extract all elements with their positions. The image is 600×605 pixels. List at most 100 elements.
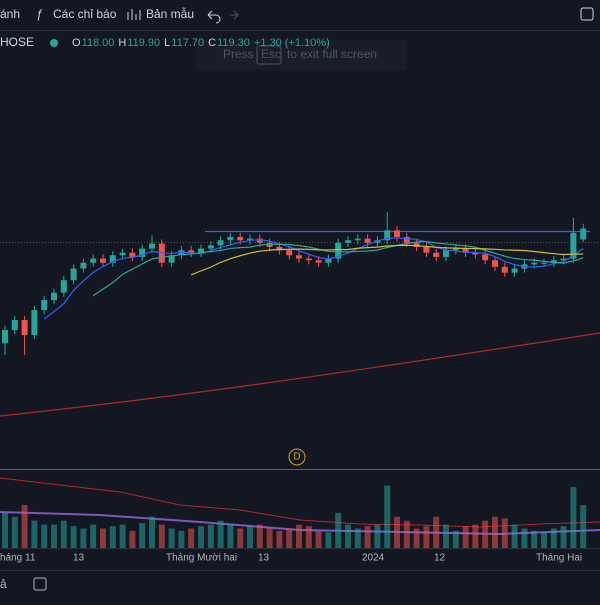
volume-bar	[178, 530, 185, 548]
moving-average	[190, 244, 584, 276]
volume-bar	[158, 524, 165, 548]
x-tick-label: Tháng Hai	[536, 553, 582, 564]
volume-bar	[345, 524, 351, 548]
toolbar-item[interactable]: Các chỉ báo	[53, 7, 117, 21]
candle-body	[41, 300, 48, 311]
candle-body	[80, 262, 87, 269]
redo-icon[interactable]	[230, 10, 239, 20]
candle-body	[217, 240, 224, 246]
candle-body	[305, 258, 312, 261]
volume-bar	[80, 528, 87, 548]
candle-body	[70, 268, 77, 281]
volume-bar	[286, 528, 293, 548]
candle-body	[541, 262, 547, 264]
volume-bar	[237, 528, 244, 548]
volume-bar	[11, 516, 18, 548]
key-box	[256, 45, 282, 65]
volume-bar	[364, 526, 371, 548]
volume-bar	[70, 526, 77, 548]
candle-body	[560, 258, 567, 261]
candle-body	[237, 236, 244, 241]
volume-bar	[31, 520, 38, 548]
candle-body	[325, 258, 332, 263]
volume-bar	[198, 526, 204, 548]
candle-body	[129, 252, 136, 257]
marker-text: D	[293, 452, 300, 463]
candle-body	[51, 292, 57, 301]
volume-bar	[305, 526, 312, 548]
volume-bar	[403, 520, 410, 548]
volume-bar	[423, 526, 430, 548]
bottom-icon[interactable]	[33, 577, 47, 591]
bottom-label: ả	[0, 577, 7, 591]
template-icon	[127, 9, 141, 20]
volume-bar	[462, 526, 469, 548]
volume-bar	[119, 524, 126, 548]
volume-bar	[217, 520, 224, 548]
candle-body	[100, 258, 106, 263]
undo-icon[interactable]	[207, 10, 221, 24]
volume-bar	[492, 516, 498, 548]
legend-value: 119.30	[217, 37, 250, 49]
candle-body	[178, 250, 185, 256]
volume-bar	[168, 528, 175, 548]
camera-icon[interactable]	[580, 7, 594, 21]
candle-body	[452, 248, 459, 251]
candle-body	[384, 230, 391, 241]
candle-body	[462, 248, 469, 253]
candle-body	[531, 262, 538, 265]
candle-body	[335, 242, 342, 259]
symbol: HOSE	[0, 35, 34, 49]
x-tick-label: Tháng Mười hai	[166, 553, 237, 564]
candle-body	[188, 250, 195, 253]
volume-bar	[188, 528, 195, 548]
volume-bar	[51, 524, 57, 548]
candle-body	[472, 252, 479, 255]
volume-bar	[109, 526, 116, 548]
toolbar-item[interactable]: Bản mẫu	[146, 6, 194, 21]
x-tick-label: háng 11	[0, 553, 36, 564]
volume-bar	[580, 505, 587, 548]
volume-bar	[560, 526, 567, 548]
volume-bar	[394, 516, 400, 548]
volume-bar	[482, 520, 489, 548]
volume-bar	[384, 485, 391, 548]
toolbar-item[interactable]: ánh	[0, 7, 20, 21]
volume-ma	[0, 477, 600, 528]
volume-bar	[296, 524, 302, 548]
candle-body	[227, 236, 234, 241]
volume-bar	[570, 487, 577, 548]
x-tick-label: 2024	[362, 553, 385, 564]
candle-body	[345, 240, 351, 243]
candle-body	[90, 258, 97, 263]
long-ma	[0, 332, 600, 417]
volume-bar	[452, 530, 459, 548]
volume-bar	[550, 528, 557, 548]
volume-bar	[41, 524, 48, 548]
candle-body	[511, 268, 518, 273]
fx-icon: ƒ	[36, 7, 43, 21]
candle-body	[315, 260, 322, 263]
candle-body	[423, 246, 430, 253]
legend-change: +1.30 (+1.10%)	[254, 37, 330, 49]
candle-body	[198, 248, 204, 253]
dividend-marker[interactable]	[288, 448, 306, 466]
candle-body	[139, 248, 146, 257]
volume-bar	[315, 530, 322, 548]
candle-body	[276, 246, 283, 251]
volume-bar	[90, 524, 97, 548]
candle-body	[109, 255, 116, 263]
volume-bar	[531, 530, 538, 548]
legend-value: 117.70	[171, 37, 204, 49]
moving-average	[92, 240, 584, 297]
legend-label: L	[164, 37, 170, 49]
overlay-text: Press	[223, 47, 254, 61]
volume-bar	[207, 524, 214, 548]
volume-bar	[149, 516, 155, 548]
volume-bar	[100, 528, 106, 548]
candle-body	[207, 245, 214, 249]
legend-label: O	[72, 37, 81, 49]
x-tick-label: 12	[434, 553, 446, 564]
volume-bar	[354, 528, 361, 548]
